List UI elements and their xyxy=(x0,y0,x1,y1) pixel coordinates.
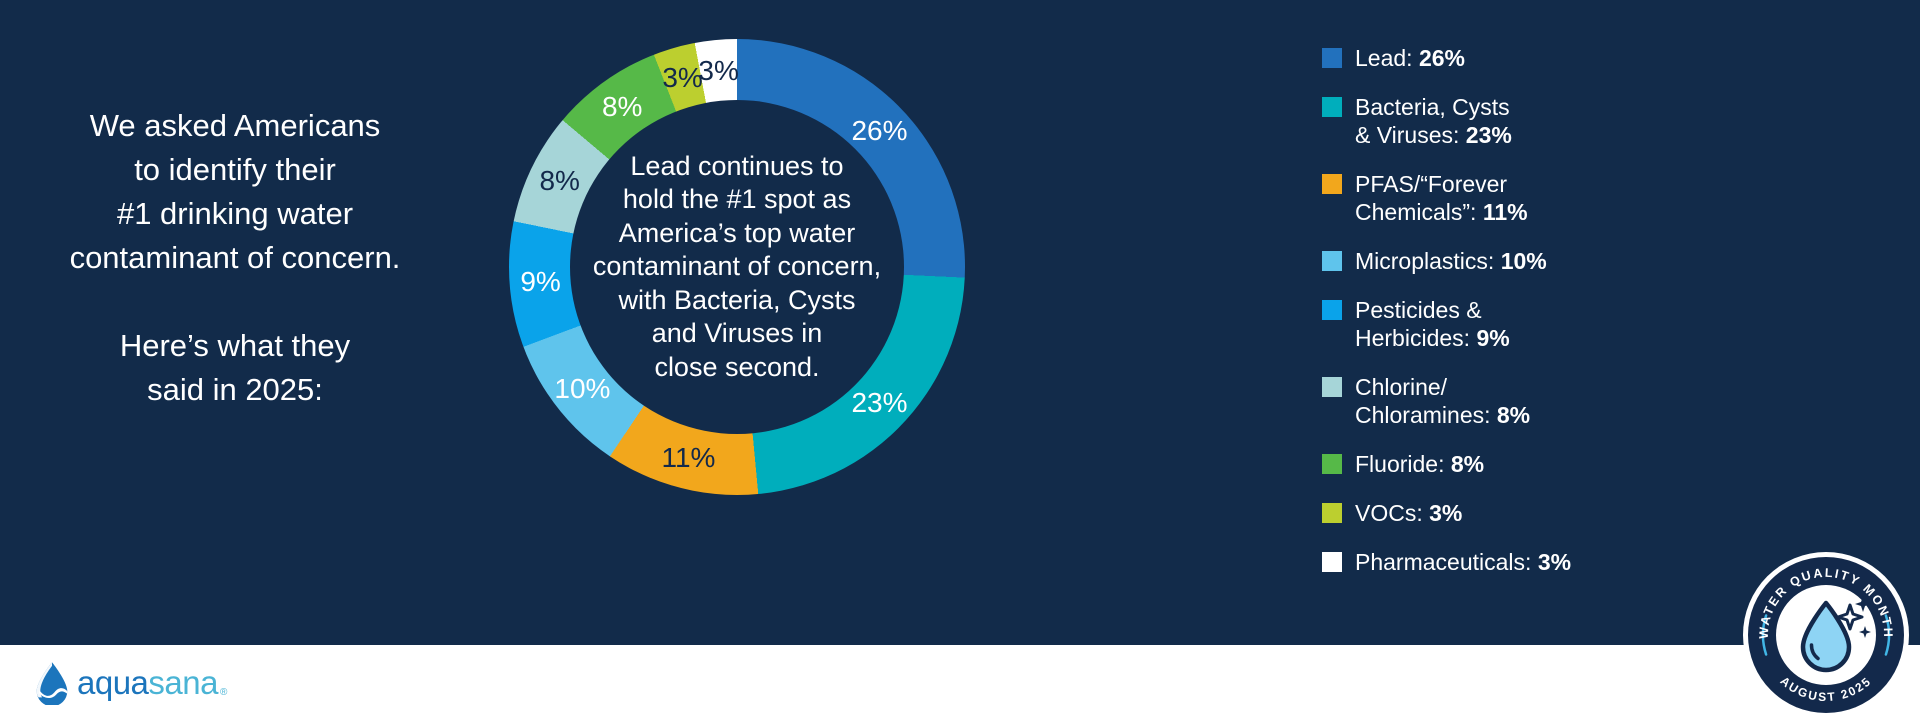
logo-wordmark: aqua sana ® xyxy=(77,664,227,702)
badge-right-arc xyxy=(1884,614,1891,656)
donut-center-text: Lead continues to hold the #1 spot as Am… xyxy=(592,150,882,382)
legend-item: Fluoride: 8% xyxy=(1322,450,1662,478)
logo-text-sana: sana xyxy=(148,664,218,701)
legend-item-value: 8% xyxy=(1496,402,1531,428)
legend-item-value: 11% xyxy=(1482,199,1528,225)
donut-slice-label: 9% xyxy=(520,266,561,298)
sparkle-icon-small-top xyxy=(1855,596,1871,612)
logo-text-aqua: aqua xyxy=(77,664,149,701)
donut-slice-label: 23% xyxy=(851,387,908,418)
legend-item-value: 9% xyxy=(1476,325,1510,351)
legend-item: Chlorine/ Chloramines: 8% xyxy=(1322,373,1662,429)
legend-item-text: Lead: 26% xyxy=(1355,44,1465,72)
legend-item-label: PFAS/“Forever Chemicals”: xyxy=(1355,171,1508,225)
legend-item-label: Pesticides & Herbicides: xyxy=(1355,297,1482,351)
water-quality-month-badge: WATER QUALITY MONTH AUGUST 2025 xyxy=(1743,552,1909,718)
legend-swatch xyxy=(1322,454,1342,474)
legend-swatch xyxy=(1322,251,1342,271)
legend-swatch xyxy=(1322,552,1342,572)
legend-item-text: PFAS/“Forever Chemicals”: 11% xyxy=(1355,170,1528,226)
sparkle-icon-small-bottom xyxy=(1859,626,1871,638)
legend-item-label: Chlorine/ Chloramines: xyxy=(1355,374,1491,428)
donut-slice-label: 8% xyxy=(601,90,643,122)
legend-item-text: VOCs: 3% xyxy=(1355,499,1462,527)
intro-paragraph-2: Here’s what they said in 2025: xyxy=(119,328,351,407)
intro-text-block: We asked Americans to identify their #1 … xyxy=(30,104,440,456)
legend-item-label: Lead: xyxy=(1355,45,1419,71)
legend-swatch xyxy=(1322,300,1342,320)
donut-slice-label: 11% xyxy=(661,441,716,473)
legend-item-label: Microplastics: xyxy=(1355,248,1501,274)
legend-item-value: 3% xyxy=(1429,500,1463,526)
legend-item-label: Bacteria, Cysts & Viruses: xyxy=(1355,94,1510,148)
donut-center: Lead continues to hold the #1 spot as Am… xyxy=(570,100,904,434)
donut-chart: 26% 23% 11% 10% 9% 8% 8% 3% 3% Lead continues to… xyxy=(509,39,965,495)
legend-item-label: Fluoride: xyxy=(1355,451,1451,477)
legend-item-value: 23% xyxy=(1465,122,1512,148)
aquasana-logo: aqua sana ® xyxy=(34,658,227,708)
legend-item: PFAS/“Forever Chemicals”: 11% xyxy=(1322,170,1662,226)
registered-mark-icon: ® xyxy=(219,687,227,698)
legend-item-value: 26% xyxy=(1418,45,1465,71)
legend-swatch xyxy=(1322,174,1342,194)
legend-swatch xyxy=(1322,503,1342,523)
water-drop-icon xyxy=(36,662,68,705)
legend-item: VOCs: 3% xyxy=(1322,499,1662,527)
donut-slice-label: 3% xyxy=(662,61,703,93)
legend-item-text: Fluoride: 8% xyxy=(1355,450,1484,478)
donut-slice-label: 3% xyxy=(698,54,739,86)
drop-highlight xyxy=(1809,643,1820,661)
donut-slice-label: 8% xyxy=(539,165,580,197)
legend-swatch xyxy=(1322,48,1342,68)
legend-item-value: 10% xyxy=(1500,248,1547,274)
legend-item-label: Pharmaceuticals: xyxy=(1355,549,1538,575)
sparkle-icon-large xyxy=(1836,603,1864,631)
donut-slice-label: 26% xyxy=(851,114,908,146)
legend-item-text: Chlorine/ Chloramines: 8% xyxy=(1355,373,1530,429)
bottom-white-strip xyxy=(0,645,1920,726)
legend-item-value: 8% xyxy=(1450,451,1485,477)
legend-item-label: VOCs: xyxy=(1355,500,1430,526)
legend-swatch xyxy=(1322,97,1342,117)
legend-swatch xyxy=(1322,377,1342,397)
donut-slice-label: 10% xyxy=(554,373,611,405)
legend-item: Pesticides & Herbicides: 9% xyxy=(1322,296,1662,352)
legend-item: Pharmaceuticals: 3% xyxy=(1322,548,1662,576)
intro-paragraph-1: We asked Americans to identify their #1 … xyxy=(69,108,401,275)
legend-item-text: Pesticides & Herbicides: 9% xyxy=(1355,296,1510,352)
legend-item-text: Microplastics: 10% xyxy=(1355,247,1547,275)
legend-item-text: Bacteria, Cysts & Viruses: 23% xyxy=(1355,93,1512,149)
legend-item: Bacteria, Cysts & Viruses: 23% xyxy=(1322,93,1662,149)
legend-item-value: 3% xyxy=(1537,549,1572,575)
legend-item: Lead: 26% xyxy=(1322,44,1662,72)
legend-item-text: Pharmaceuticals: 3% xyxy=(1355,548,1571,576)
chart-legend: Lead: 26% Bacteria, Cysts & Viruses: 23% P… xyxy=(1322,44,1662,597)
badge-left-arc xyxy=(1761,614,1768,656)
legend-item: Microplastics: 10% xyxy=(1322,247,1662,275)
